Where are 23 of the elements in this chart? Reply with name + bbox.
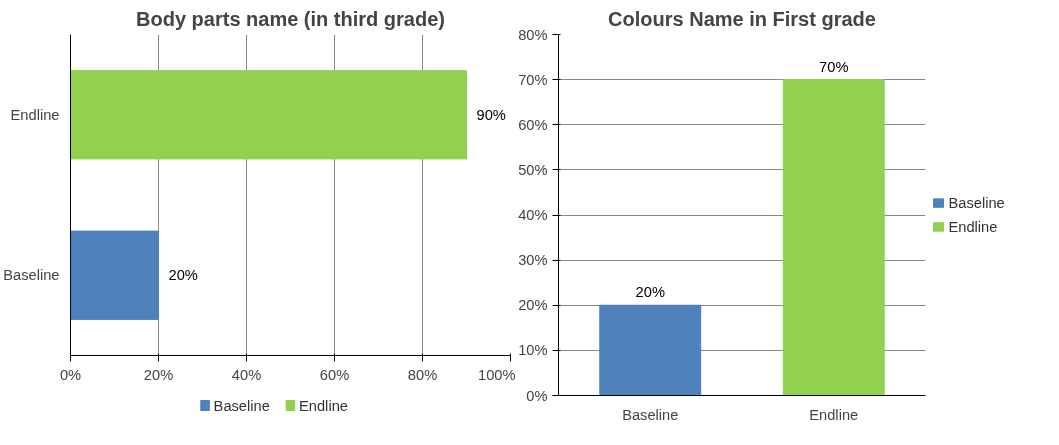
x-tick-label: 20% xyxy=(143,366,174,383)
data-label: 20% xyxy=(635,284,665,301)
y-tick-label: 80% xyxy=(518,26,548,43)
legend-label: Baseline xyxy=(948,195,1005,212)
y-tick-label: 30% xyxy=(518,252,548,269)
x-tick-label: 80% xyxy=(407,366,438,383)
data-label: 70% xyxy=(819,58,849,75)
y-tick-label: 70% xyxy=(518,71,548,88)
data-label: 90% xyxy=(476,106,506,123)
y-tick-label: 50% xyxy=(518,161,548,178)
y-tick-label: 40% xyxy=(518,207,548,223)
y-tick-label: 20% xyxy=(518,297,548,314)
y-tick-label: 10% xyxy=(518,342,548,359)
chart-title: Colours Name in First grade xyxy=(608,7,876,30)
x-tick-label: 40% xyxy=(231,366,262,383)
y-tick-label: 0% xyxy=(526,387,548,404)
x-tick-label: 60% xyxy=(319,366,350,383)
chart-title: Body parts name (in third grade) xyxy=(136,7,445,30)
x-tick-label: 0% xyxy=(59,366,82,383)
x-tick-label: 100% xyxy=(478,366,516,383)
legend-label: Endline xyxy=(948,218,998,235)
y-tick-label: 60% xyxy=(518,116,548,133)
data-label: 20% xyxy=(168,267,198,284)
